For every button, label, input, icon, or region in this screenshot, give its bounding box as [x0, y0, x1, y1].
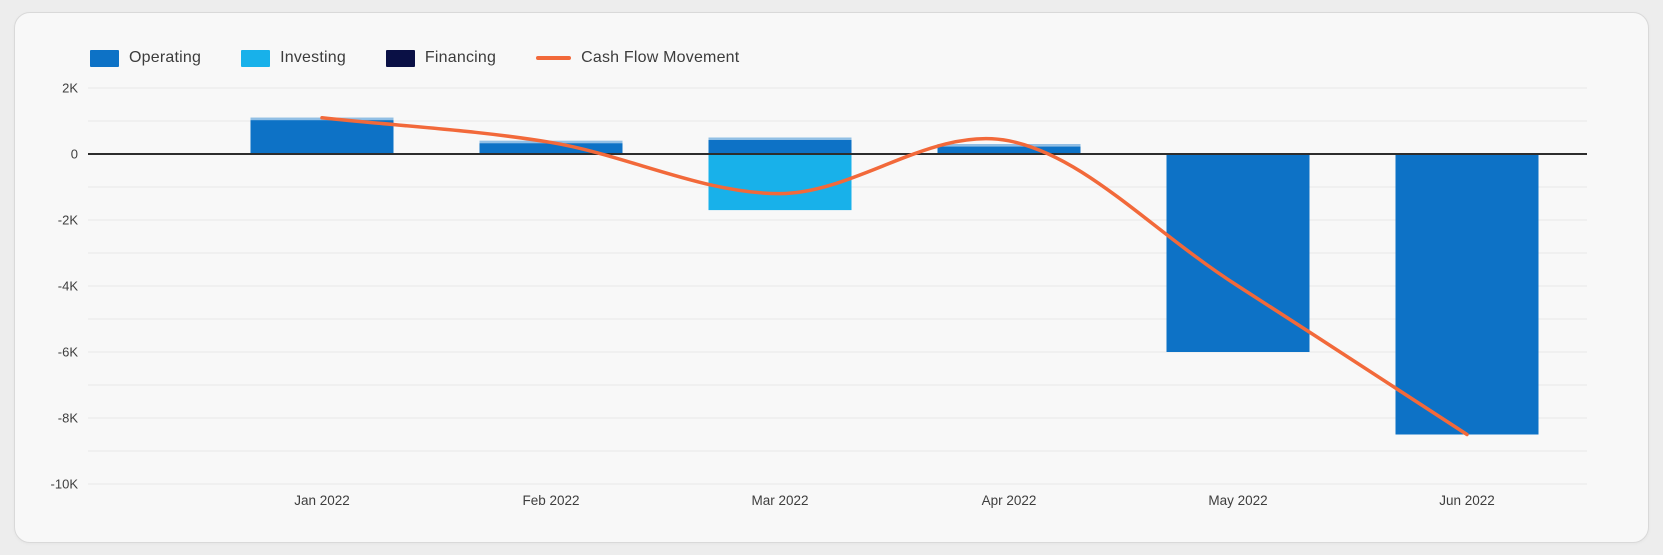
x-axis-label-jan-2022: Jan 2022 [294, 493, 350, 508]
legend-label: Operating [129, 49, 202, 66]
legend-label: Investing [280, 49, 346, 66]
y-axis-tick-label: -4K [58, 279, 79, 294]
legend-item-financing[interactable]: Financing [385, 49, 497, 67]
legend-item-investing[interactable]: Investing [241, 49, 346, 67]
x-axis-label-may-2022: May 2022 [1208, 493, 1267, 508]
legend-item-cash-flow-movement[interactable]: Cash Flow Movement [536, 49, 739, 67]
legend-swatch-investing [241, 49, 271, 67]
bar-top-highlight [708, 137, 852, 140]
chart-legend: Operating Investing Financing Cash Flow Mov… [90, 49, 739, 67]
x-axis-label-mar-2022: Mar 2022 [751, 493, 808, 508]
cash-flow-movement-line[interactable] [320, 115, 1469, 437]
y-axis-tick-label: 2K [62, 81, 78, 96]
y-axis-tick-label: -2K [58, 213, 79, 228]
y-axis-tick-label: -8K [58, 411, 79, 426]
bar-operating-may-2022[interactable] [1166, 154, 1310, 352]
chart-card [14, 12, 1649, 543]
bar-top-highlight [937, 144, 1081, 147]
x-axis-label-apr-2022: Apr 2022 [982, 493, 1037, 508]
legend-line-swatch-cash-flow-movement [536, 56, 572, 60]
y-axis-tick-label: -6K [58, 345, 79, 360]
y-axis-tick-label: 0 [71, 147, 78, 162]
legend-item-operating[interactable]: Operating [90, 49, 201, 67]
y-axis-tick-label: -10K [51, 477, 79, 492]
legend-swatch-operating [90, 49, 119, 67]
bar-investing-mar-2022[interactable] [708, 154, 852, 211]
legend-label: Financing [424, 49, 497, 66]
legend-label: Cash Flow Movement [581, 49, 740, 66]
bar-operating-mar-2022[interactable] [708, 137, 852, 155]
bar-operating-jun-2022[interactable] [1395, 154, 1539, 435]
x-axis-label-feb-2022: Feb 2022 [522, 493, 579, 508]
bar-operating-apr-2022[interactable] [937, 144, 1081, 154]
x-axis-label-jun-2022: Jun 2022 [1439, 493, 1495, 508]
legend-swatch-financing [385, 49, 415, 67]
